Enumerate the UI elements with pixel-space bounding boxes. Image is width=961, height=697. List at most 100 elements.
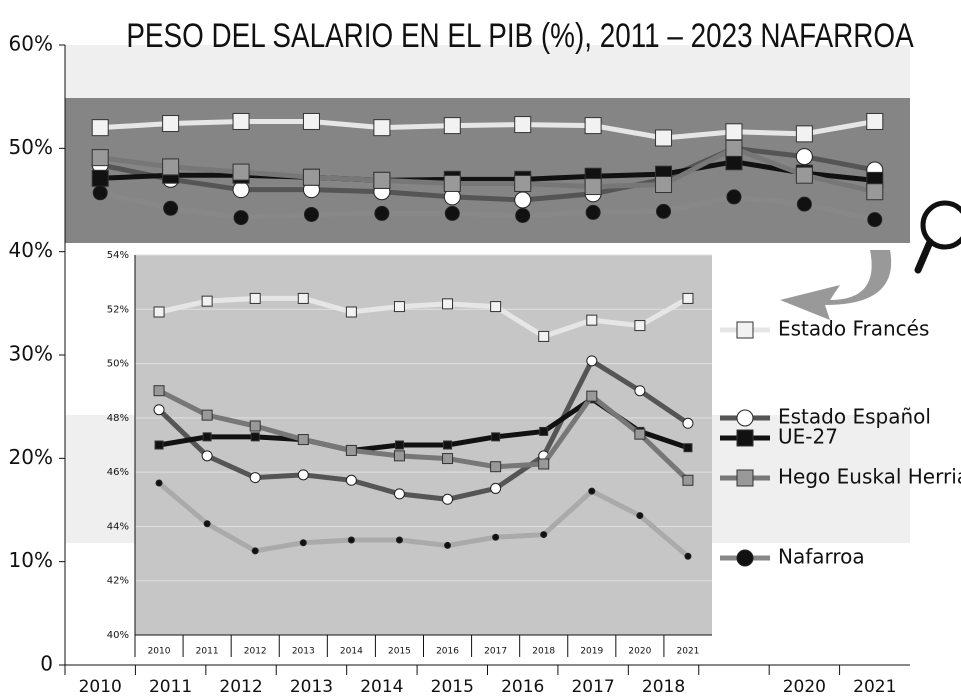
- marker: [162, 115, 180, 133]
- x-tick-label: 2013: [292, 647, 315, 657]
- marker: [153, 306, 165, 318]
- legend-label: Hego Euskal Herria: [778, 465, 961, 489]
- marker: [299, 539, 307, 547]
- marker: [726, 189, 742, 205]
- marker: [514, 191, 532, 209]
- marker: [154, 440, 164, 450]
- marker: [492, 533, 500, 541]
- x-tick-label: 2014: [340, 647, 363, 657]
- x-tick-label: 2014: [360, 677, 403, 697]
- marker: [490, 301, 502, 313]
- marker: [201, 450, 213, 462]
- marker: [634, 428, 646, 440]
- series-line: [100, 159, 876, 183]
- marker: [345, 444, 357, 456]
- legend-label: Nafarroa: [778, 545, 865, 569]
- series-line: [158, 295, 690, 340]
- y-tick-label: 0: [40, 652, 53, 676]
- chart-title: PESO DEL SALARIO EN EL PIB (%), 2011 – 2…: [126, 16, 914, 54]
- y-tick-label: 20%: [9, 445, 53, 469]
- series-line: [157, 388, 690, 483]
- marker: [443, 117, 461, 135]
- y-tick-label: 52%: [107, 304, 129, 315]
- y-tick-label: 30%: [9, 342, 53, 366]
- y-tick-label: 50%: [107, 359, 129, 370]
- x-tick-label: 2010: [148, 647, 171, 657]
- x-tick-label: 2012: [219, 677, 262, 697]
- marker: [201, 295, 213, 307]
- legend-marker: [736, 549, 754, 567]
- y-tick-label: 46%: [107, 467, 129, 478]
- marker: [586, 314, 598, 326]
- marker: [443, 174, 461, 192]
- x-tick-label: 2019: [580, 647, 603, 657]
- legend-marker: [736, 469, 754, 487]
- series-line: [157, 481, 690, 559]
- marker: [796, 196, 812, 212]
- marker: [725, 123, 743, 141]
- series-line: [157, 357, 690, 502]
- y-tick-label: 10%: [9, 548, 53, 572]
- marker: [584, 178, 602, 196]
- marker: [202, 432, 212, 442]
- marker: [539, 426, 549, 436]
- marker: [249, 472, 261, 484]
- marker: [395, 536, 403, 544]
- x-tick-label: 2017: [484, 647, 507, 657]
- magnifier: [920, 200, 961, 250]
- marker: [393, 450, 405, 462]
- marker: [866, 183, 884, 201]
- marker: [444, 541, 452, 549]
- series-line: [99, 145, 876, 195]
- marker: [683, 443, 693, 453]
- x-tick-label: 2013: [290, 677, 333, 697]
- marker: [250, 432, 260, 442]
- magnifier-handle: [914, 238, 934, 274]
- marker: [373, 171, 391, 189]
- series-line: [100, 118, 876, 141]
- marker: [795, 166, 813, 184]
- marker: [251, 547, 259, 555]
- x-tick-label: 2020: [783, 677, 826, 697]
- y-tick-label: 60%: [9, 32, 53, 56]
- marker: [345, 306, 357, 318]
- x-tick-label: 2015: [388, 647, 411, 657]
- x-tick-label: 2018: [642, 677, 685, 697]
- marker: [515, 208, 531, 223]
- marker: [303, 206, 319, 222]
- marker: [442, 493, 454, 505]
- marker: [540, 531, 548, 539]
- marker: [232, 163, 250, 181]
- y-tick-label: 54%: [107, 250, 129, 261]
- marker: [584, 117, 602, 135]
- x-tick-label: 2016: [501, 677, 544, 697]
- x-tick-label: 2010: [79, 677, 122, 697]
- marker: [92, 185, 108, 201]
- y-tick-label: 44%: [107, 521, 129, 532]
- x-tick-label: 2017: [571, 677, 614, 697]
- marker: [393, 488, 405, 500]
- marker: [373, 119, 391, 137]
- marker: [393, 301, 405, 313]
- x-tick-label: 2016: [436, 647, 459, 657]
- marker: [347, 536, 355, 544]
- marker: [302, 168, 320, 186]
- marker: [297, 292, 309, 304]
- series-line: [99, 145, 876, 203]
- marker: [91, 169, 109, 187]
- marker: [162, 158, 180, 176]
- marker: [155, 479, 163, 487]
- series-line: [99, 190, 876, 223]
- y-tick-label: 50%: [9, 135, 53, 159]
- marker: [866, 112, 884, 130]
- marker: [163, 200, 179, 216]
- marker: [586, 355, 598, 367]
- marker: [444, 205, 460, 221]
- marker: [656, 203, 672, 219]
- marker: [203, 520, 211, 528]
- marker: [345, 474, 357, 486]
- marker: [153, 385, 165, 397]
- marker: [538, 458, 550, 470]
- marker: [682, 292, 694, 304]
